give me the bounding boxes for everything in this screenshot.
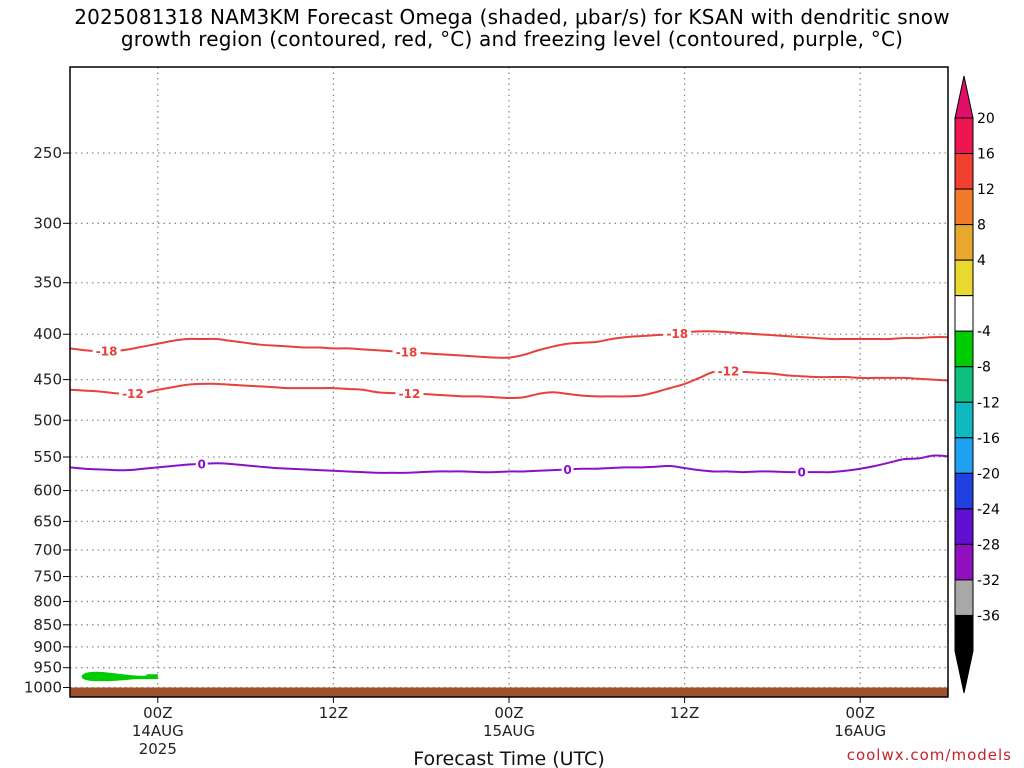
y-tick-label: 500 [33, 411, 62, 429]
contour-label-bg [392, 345, 421, 360]
contour-label-bg [118, 386, 147, 401]
colorbar-segment [954, 117, 974, 155]
contour-line [69, 369, 949, 400]
y-tick-label: 1000 [24, 678, 62, 696]
contour-label-bg [195, 456, 208, 471]
y-tick-label: 350 [33, 274, 62, 292]
colorbar-segment [954, 579, 974, 616]
y-tick-label: 650 [33, 512, 62, 530]
colorbar-segment [954, 188, 974, 226]
y-tick-label: 300 [33, 214, 62, 232]
x-axis-label: Forecast Time (UTC) [413, 748, 604, 768]
colorbar-top-arrow [954, 75, 974, 119]
colorbar-label: -24 [977, 502, 1000, 518]
chart-title-line-1: 2025081318 NAM3KM Forecast Omega (shaded… [74, 5, 950, 29]
contour-label: -18 [96, 345, 118, 359]
colorbar-label: -8 [977, 360, 991, 376]
y-tick-label: 250 [33, 144, 62, 162]
colorbar-segment [954, 614, 974, 652]
colorbar-segment [954, 472, 974, 510]
y-tick-label: 700 [33, 541, 62, 559]
x-tick-label: 14AUG [132, 722, 184, 740]
contour-label-bg [663, 326, 692, 341]
contour-label: -18 [666, 327, 688, 341]
contour-label: 0 [797, 466, 805, 480]
colorbar-segment [954, 224, 974, 261]
colorbar-label: 20 [977, 111, 995, 127]
contour-line [69, 330, 949, 359]
contour-label: 0 [198, 457, 206, 471]
x-tick-label: 2025 [139, 740, 177, 758]
grid-layer [70, 67, 948, 697]
colorbar-label: -4 [977, 324, 991, 340]
chart-title-line-2: growth region (contoured, red, °C) and f… [120, 27, 904, 51]
y-tick-label: 850 [33, 616, 62, 634]
colorbar-segment [954, 259, 974, 297]
x-tick-label: 12Z [670, 704, 699, 722]
y-tick-label: 800 [33, 592, 62, 610]
ground-layer [70, 687, 948, 697]
x-tick-label: 12Z [319, 704, 348, 722]
omega-shading-layer [81, 671, 158, 682]
x-tick-label: 00Z [494, 704, 523, 722]
contour-label: -12 [399, 387, 421, 401]
y-tick-label: 950 [33, 659, 62, 677]
contour-label-bg [561, 462, 574, 477]
colorbar-segment [954, 366, 974, 403]
y-tick-label: 600 [33, 482, 62, 500]
colorbar-segment [954, 401, 974, 439]
colorbar-label: -12 [977, 395, 1000, 411]
colorbar-segment [954, 330, 974, 368]
colorbar-segment [954, 295, 974, 332]
contour-label: -18 [396, 346, 418, 360]
y-tick-label: 750 [33, 568, 62, 586]
contour-label: -12 [718, 364, 740, 378]
contour-label-bg [395, 386, 424, 401]
y-tick-label: 900 [33, 638, 62, 656]
contour-label-bg [795, 465, 808, 480]
site-credit: coolwx.com/models [847, 746, 1012, 764]
colorbar-segment [954, 437, 974, 474]
colorbar-label: 8 [977, 218, 986, 234]
contour-label: -12 [122, 387, 144, 401]
plot-frame [69, 66, 949, 698]
y-tick-label: 450 [33, 371, 62, 389]
colorbar-label: 16 [977, 147, 995, 163]
colorbar: 20 16 12 8 4 -4 -8 -12 -16 -20 -24 -28 -32 -36 [954, 75, 1000, 694]
omega-shaded-region [81, 671, 158, 682]
colorbar-label: 12 [977, 182, 995, 198]
colorbar-label: -20 [977, 466, 1000, 482]
colorbar-label: -32 [977, 573, 1000, 589]
x-tick-label: 00Z [143, 704, 172, 722]
colorbar-segment [954, 508, 974, 545]
x-tick-label: 16AUG [834, 722, 886, 740]
contour-label: 0 [563, 463, 571, 477]
colorbar-bottom-arrow [954, 650, 974, 694]
chart-title: 2025081318 NAM3KM Forecast Omega (shaded… [0, 6, 1024, 50]
x-tick-label: 15AUG [483, 722, 535, 740]
colorbar-segment [954, 543, 974, 581]
contour-label-bg [714, 363, 743, 378]
y-tick-label: 400 [33, 325, 62, 343]
colorbar-segment [954, 153, 974, 190]
colorbar-label: 4 [977, 253, 986, 269]
contour-label-bg [92, 344, 121, 359]
contour-layer: -18 -18 -18 -12 -12 -12 0 0 0 [69, 326, 949, 480]
colorbar-label: -28 [977, 537, 1000, 553]
colorbar-label: -36 [977, 608, 1000, 624]
x-tick-label: 00Z [846, 704, 875, 722]
axis-layer: 250 300 350 400 450 500 550 600 650 700 750 800 850 9… [24, 66, 949, 758]
ground-fill [70, 687, 948, 697]
y-tick-label: 550 [33, 448, 62, 466]
colorbar-label: -16 [977, 431, 1000, 447]
